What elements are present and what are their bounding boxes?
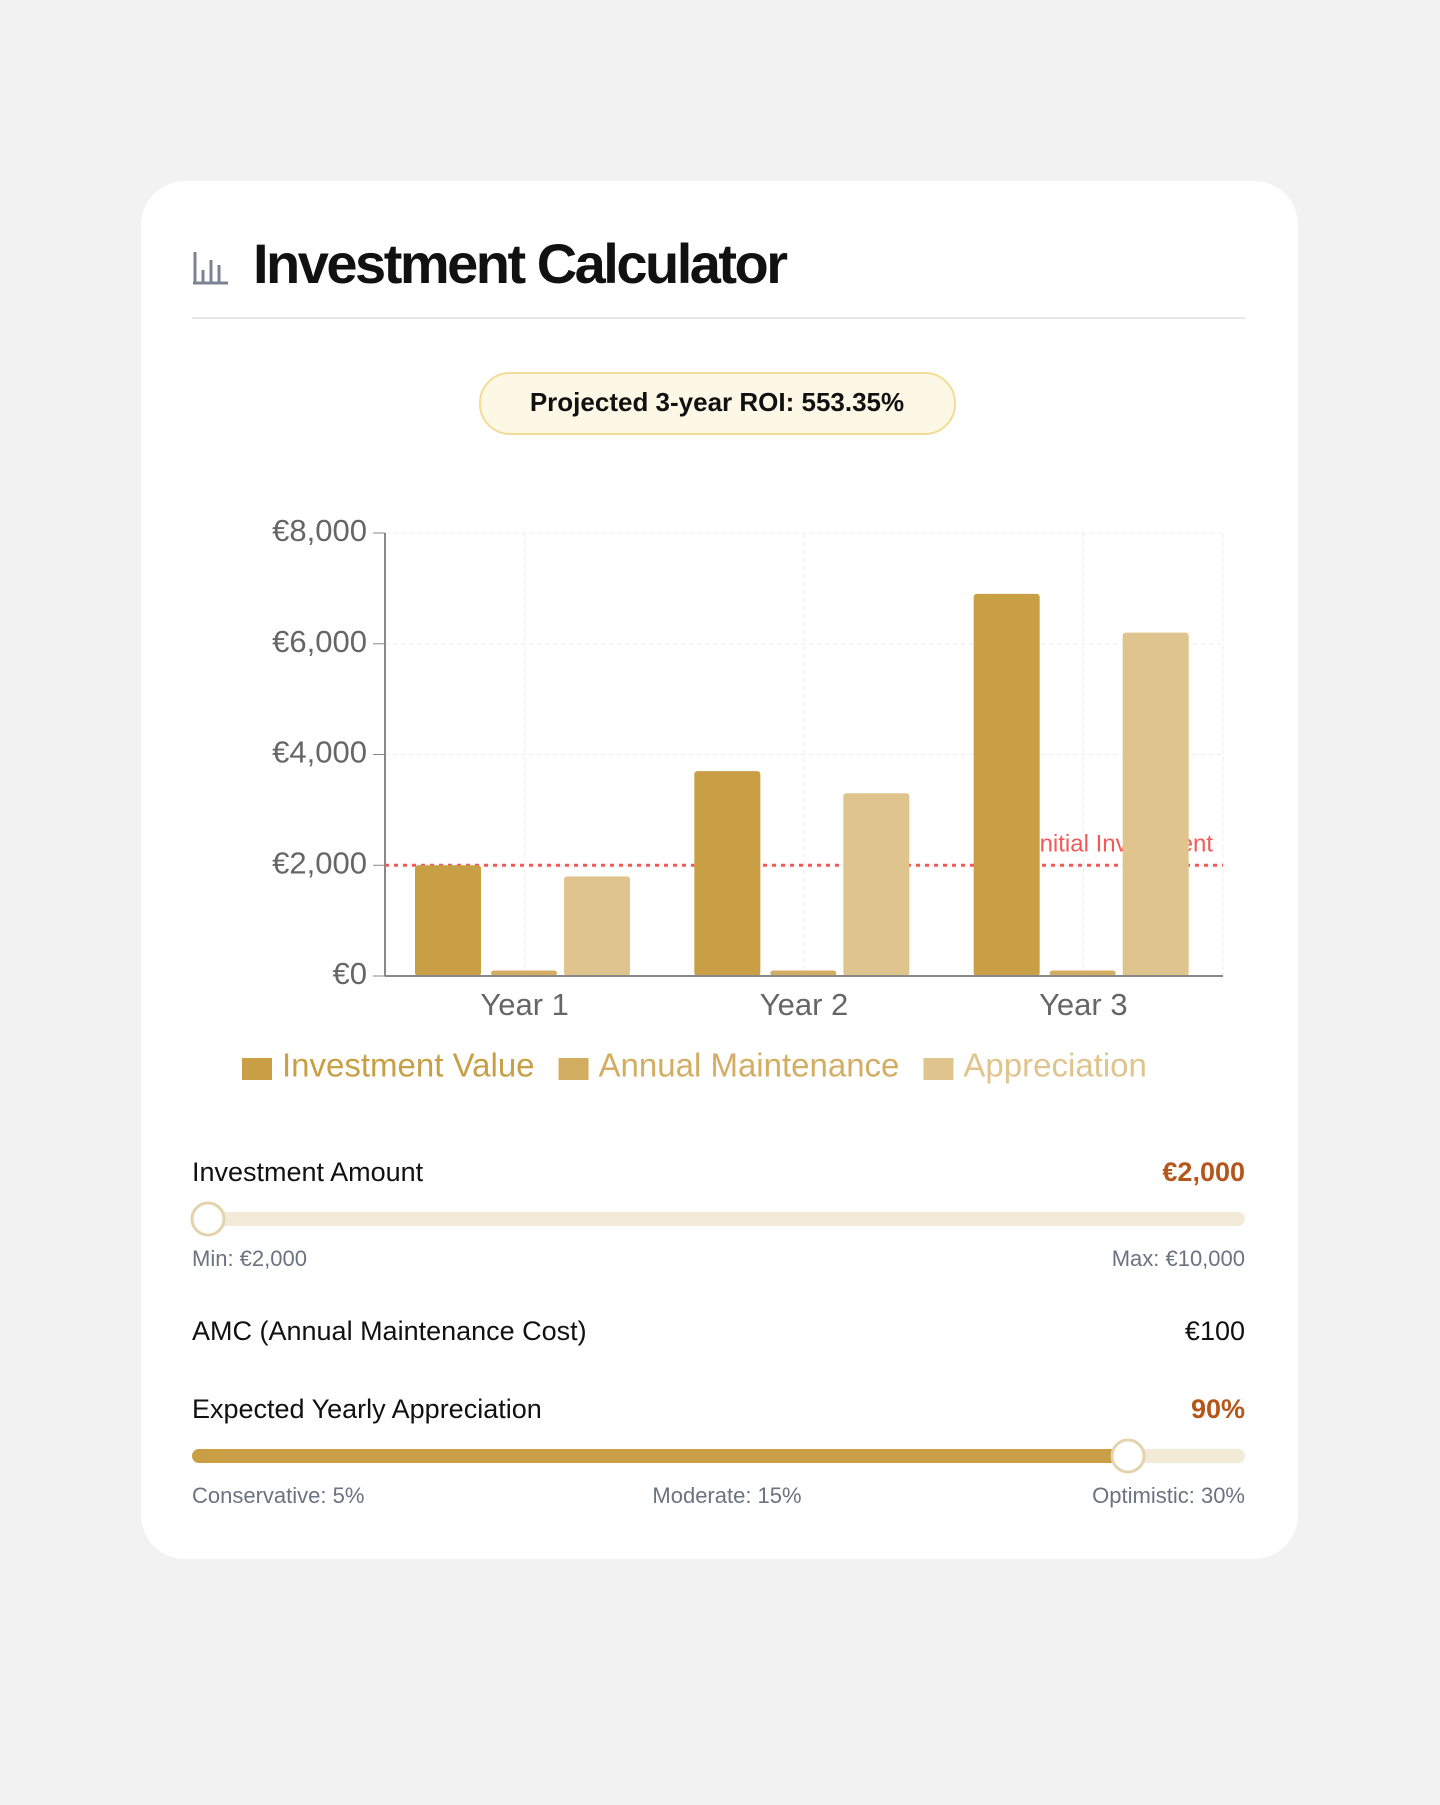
y-tick-label: €4,000 bbox=[272, 735, 367, 770]
y-tick-label: €8,000 bbox=[272, 513, 367, 548]
bar bbox=[564, 876, 630, 976]
y-tick-label: €6,000 bbox=[272, 624, 367, 659]
slider-thumb[interactable] bbox=[190, 1201, 226, 1237]
bar bbox=[770, 970, 837, 976]
control-value: €100 bbox=[1185, 1316, 1245, 1346]
x-tick-label: Year 3 bbox=[1039, 987, 1128, 1022]
bar bbox=[1122, 632, 1189, 976]
control-label: AMC (Annual Maintenance Cost) bbox=[192, 1316, 587, 1346]
slider-mark: Optimistic: 30% bbox=[1092, 1483, 1245, 1508]
control-label: Investment Amount bbox=[192, 1157, 424, 1187]
legend-swatch bbox=[242, 1058, 272, 1080]
y-tick-label: €2,000 bbox=[272, 845, 367, 880]
roi-badge bbox=[479, 372, 956, 435]
bar bbox=[694, 771, 761, 976]
slider-mark: Moderate: 15% bbox=[652, 1483, 801, 1508]
legend-label: Investment Value bbox=[282, 1047, 535, 1084]
y-tick-label: €0 bbox=[333, 956, 367, 991]
x-tick-label: Year 2 bbox=[760, 987, 849, 1022]
bar bbox=[1049, 970, 1116, 976]
x-tick-label: Year 1 bbox=[480, 987, 569, 1022]
roi-text: Projected 3-year ROI: 553.35% bbox=[530, 387, 904, 417]
slider-mark: Conservative: 5% bbox=[192, 1483, 364, 1508]
bar bbox=[491, 970, 557, 976]
legend-swatch bbox=[558, 1058, 589, 1080]
control-value: €2,000 bbox=[1162, 1157, 1245, 1187]
slider-thumb[interactable] bbox=[1110, 1438, 1146, 1474]
bar bbox=[973, 593, 1040, 976]
slider-min: Min: €2,000 bbox=[192, 1246, 307, 1271]
legend-label: Appreciation bbox=[963, 1047, 1146, 1084]
control-value: 90% bbox=[1191, 1394, 1245, 1424]
title: Investment Calculator bbox=[253, 232, 787, 295]
bar bbox=[415, 865, 481, 976]
control-label: Expected Yearly Appreciation bbox=[192, 1394, 542, 1424]
legend-label: Annual Maintenance bbox=[599, 1047, 900, 1084]
bar bbox=[843, 793, 910, 976]
slider-track[interactable] bbox=[192, 1212, 1245, 1226]
legend-swatch bbox=[923, 1058, 954, 1080]
slider-max: Max: €10,000 bbox=[1112, 1246, 1245, 1271]
slider-fill bbox=[192, 1449, 1128, 1463]
header-icon bbox=[193, 252, 228, 285]
